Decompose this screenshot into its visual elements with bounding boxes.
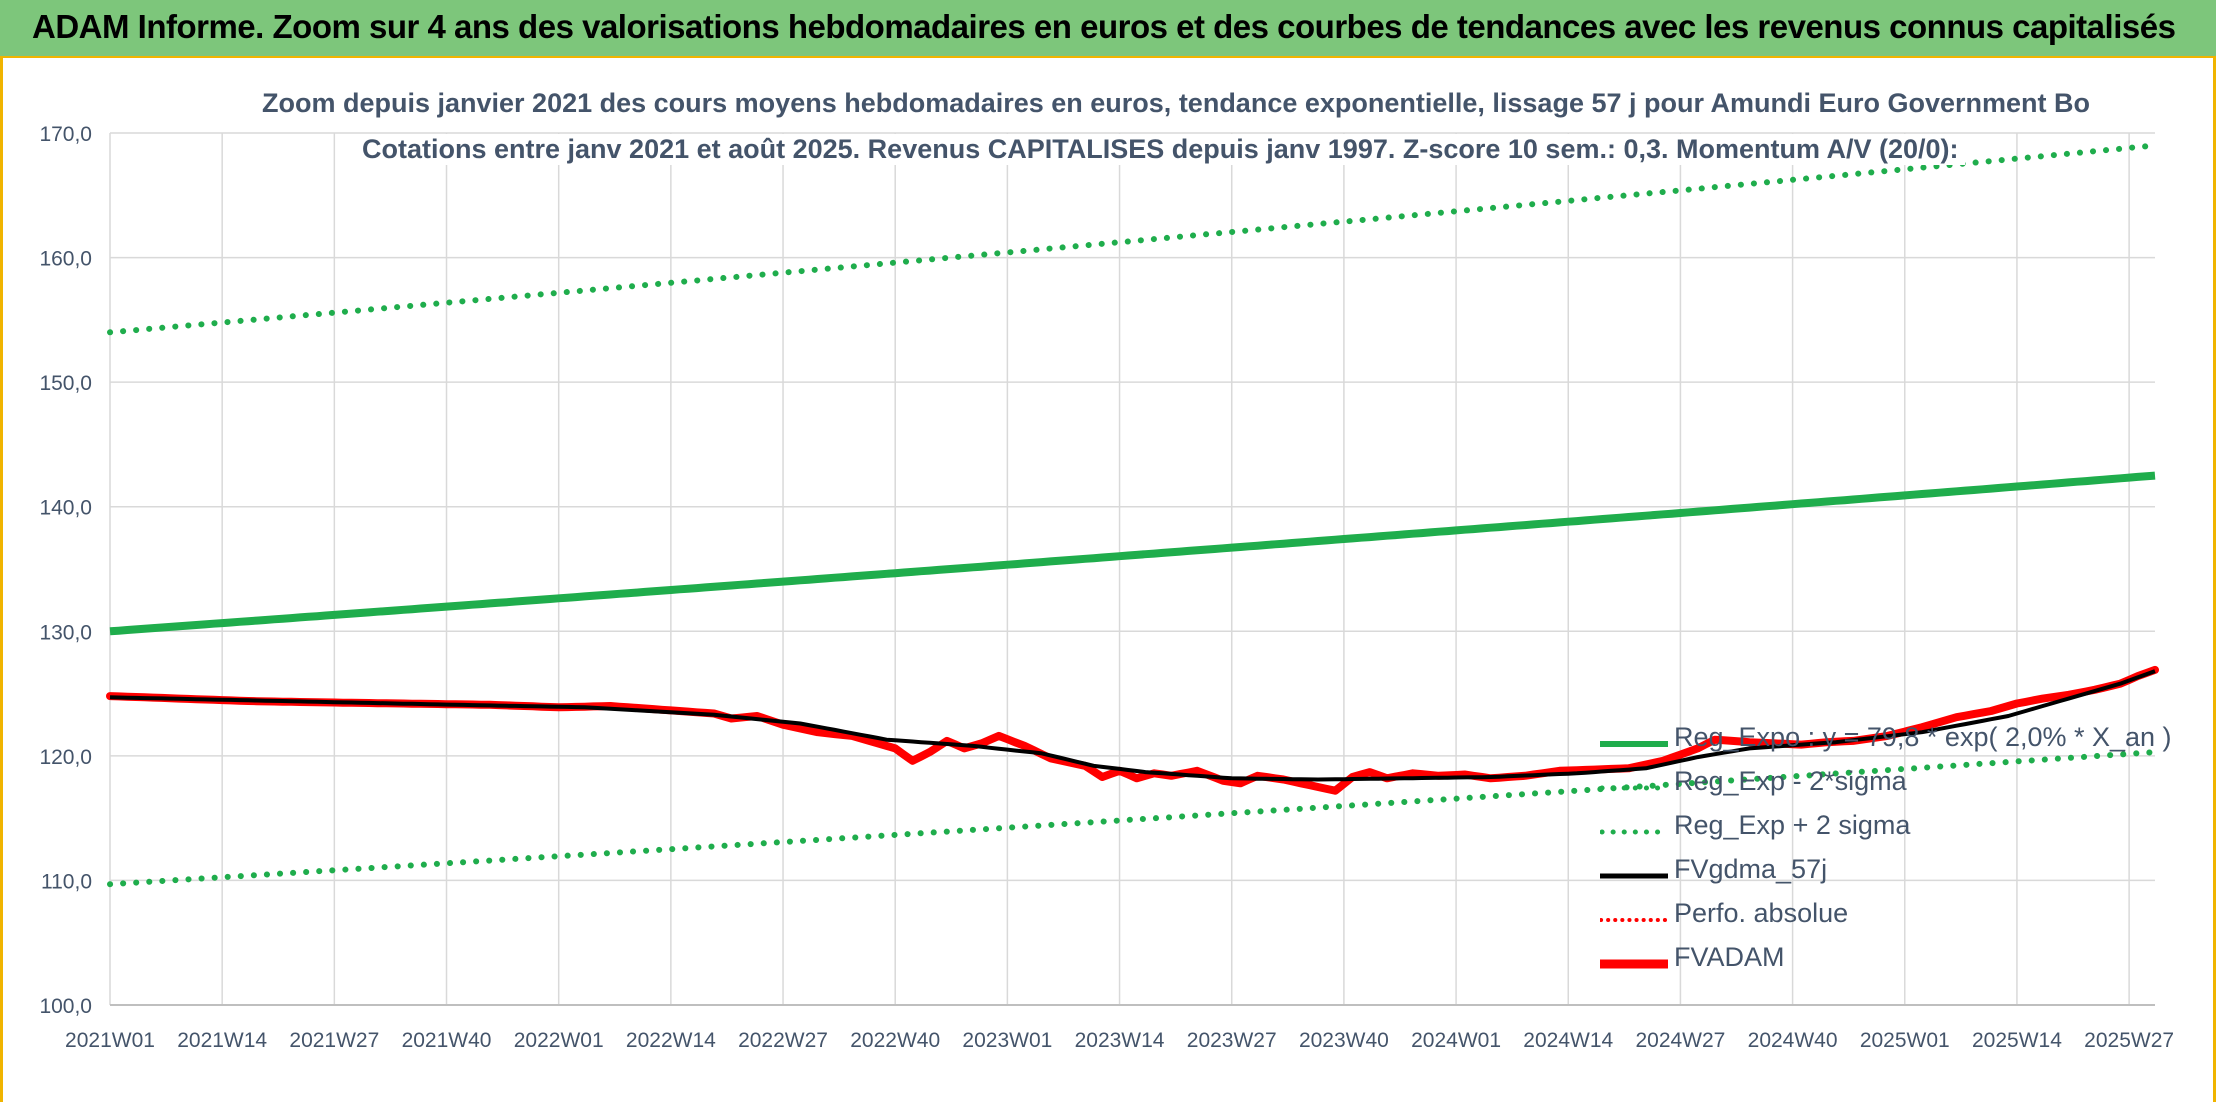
x-tick-label: 2021W40 (402, 1029, 492, 1052)
x-tick-label: 2025W01 (1860, 1029, 1950, 1052)
legend-label: FVADAM (1674, 942, 1785, 972)
y-tick-label: 100,0 (39, 995, 92, 1018)
legend-item-reg-plus: Reg_Exp + 2 sigma (1600, 810, 2216, 850)
banner: ADAM Informe. Zoom sur 4 ans des valoris… (0, 0, 2216, 58)
y-tick-label: 160,0 (39, 248, 92, 271)
legend-key-solid-black (1600, 873, 1668, 879)
x-tick-label: 2024W01 (1411, 1029, 1501, 1052)
y-tick-label: 150,0 (39, 372, 92, 395)
legend-key-dotted-red (1600, 918, 1668, 922)
y-tick-label: 110,0 (41, 870, 92, 893)
banner-title: ADAM Informe. Zoom sur 4 ans des valoris… (32, 8, 2176, 45)
legend-key-dotted-green (1600, 829, 1668, 835)
y-tick-label: 130,0 (39, 621, 92, 644)
x-axis: 2021W01 2021W14 2021W27 2021W40 2022W01 2022W… (65, 1004, 2174, 1052)
chart-title-line1: Zoom depuis janvier 2021 des cours moyen… (256, 88, 2096, 119)
x-tick-label: 2023W01 (962, 1029, 1052, 1052)
x-tick-label: 2022W40 (850, 1029, 940, 1052)
x-tick-label: 2023W27 (1187, 1029, 1277, 1052)
x-tick-label: 2023W40 (1299, 1029, 1389, 1052)
y-tick-label: 170,0 (39, 123, 92, 146)
legend-label: Perfo. absolue (1674, 898, 1849, 928)
x-tick-label: 2024W14 (1523, 1029, 1613, 1052)
series-reg-exp-plus-2-sigma (107, 142, 2158, 336)
legend-item-perfo: Perfo. absolue (1600, 898, 2216, 938)
chart-frame (0, 58, 2216, 1102)
legend-item-fvadam: FVADAM (1600, 942, 2216, 982)
x-tick-label: 2021W14 (177, 1029, 267, 1052)
legend-label: Reg_Exp - 2*sigma (1674, 766, 1907, 796)
chart-grid (109, 132, 2155, 1006)
x-tick-label: 2024W40 (1748, 1029, 1838, 1052)
x-tick-label: 2021W27 (289, 1029, 379, 1052)
legend-label: Reg_Exp + 2 sigma (1674, 810, 1911, 840)
x-tick-label: 2022W01 (514, 1029, 604, 1052)
legend-item-reg-minus: Reg_Exp - 2*sigma (1600, 766, 2216, 806)
legend-label: Reg_Expo : y = 79,8 * exp( 2,0% * X_an ) (1674, 722, 2172, 752)
x-tick-label: 2021W01 (65, 1029, 155, 1052)
x-tick-label: 2023W14 (1075, 1029, 1165, 1052)
chart-series (106, 142, 2159, 888)
chart-title-line2: Cotations entre janv 2021 et août 2025. … (356, 134, 1965, 165)
x-tick-label: 2022W27 (738, 1029, 828, 1052)
x-tick-label: 2022W14 (626, 1029, 716, 1052)
legend-item-reg-expo: Reg_Expo : y = 79,8 * exp( 2,0% * X_an ) (1600, 722, 2216, 762)
y-tick-label: 120,0 (39, 746, 92, 769)
legend-key-solid-green (1600, 741, 1668, 747)
legend-label: FVgdma_57j (1674, 854, 1828, 884)
x-tick-label: 2024W27 (1635, 1029, 1725, 1052)
series-reg-expo (109, 471, 2156, 636)
y-tick-label: 140,0 (39, 497, 92, 520)
y-axis: 100,0 110,0 120,0 130,0 140,0 150,0 160,0 170,0 (39, 123, 92, 1018)
legend-key-solid-red (1600, 959, 1668, 969)
legend-key-dotted-green (1600, 785, 1668, 791)
series-reg-exp-minus-2-sigma (107, 749, 2158, 888)
x-tick-label: 2025W14 (1972, 1029, 2062, 1052)
x-tick-label: 2025W27 (2084, 1029, 2174, 1052)
legend-item-fvgdma: FVgdma_57j (1600, 854, 2216, 894)
series-fvgdma-57j (109, 669, 2156, 782)
